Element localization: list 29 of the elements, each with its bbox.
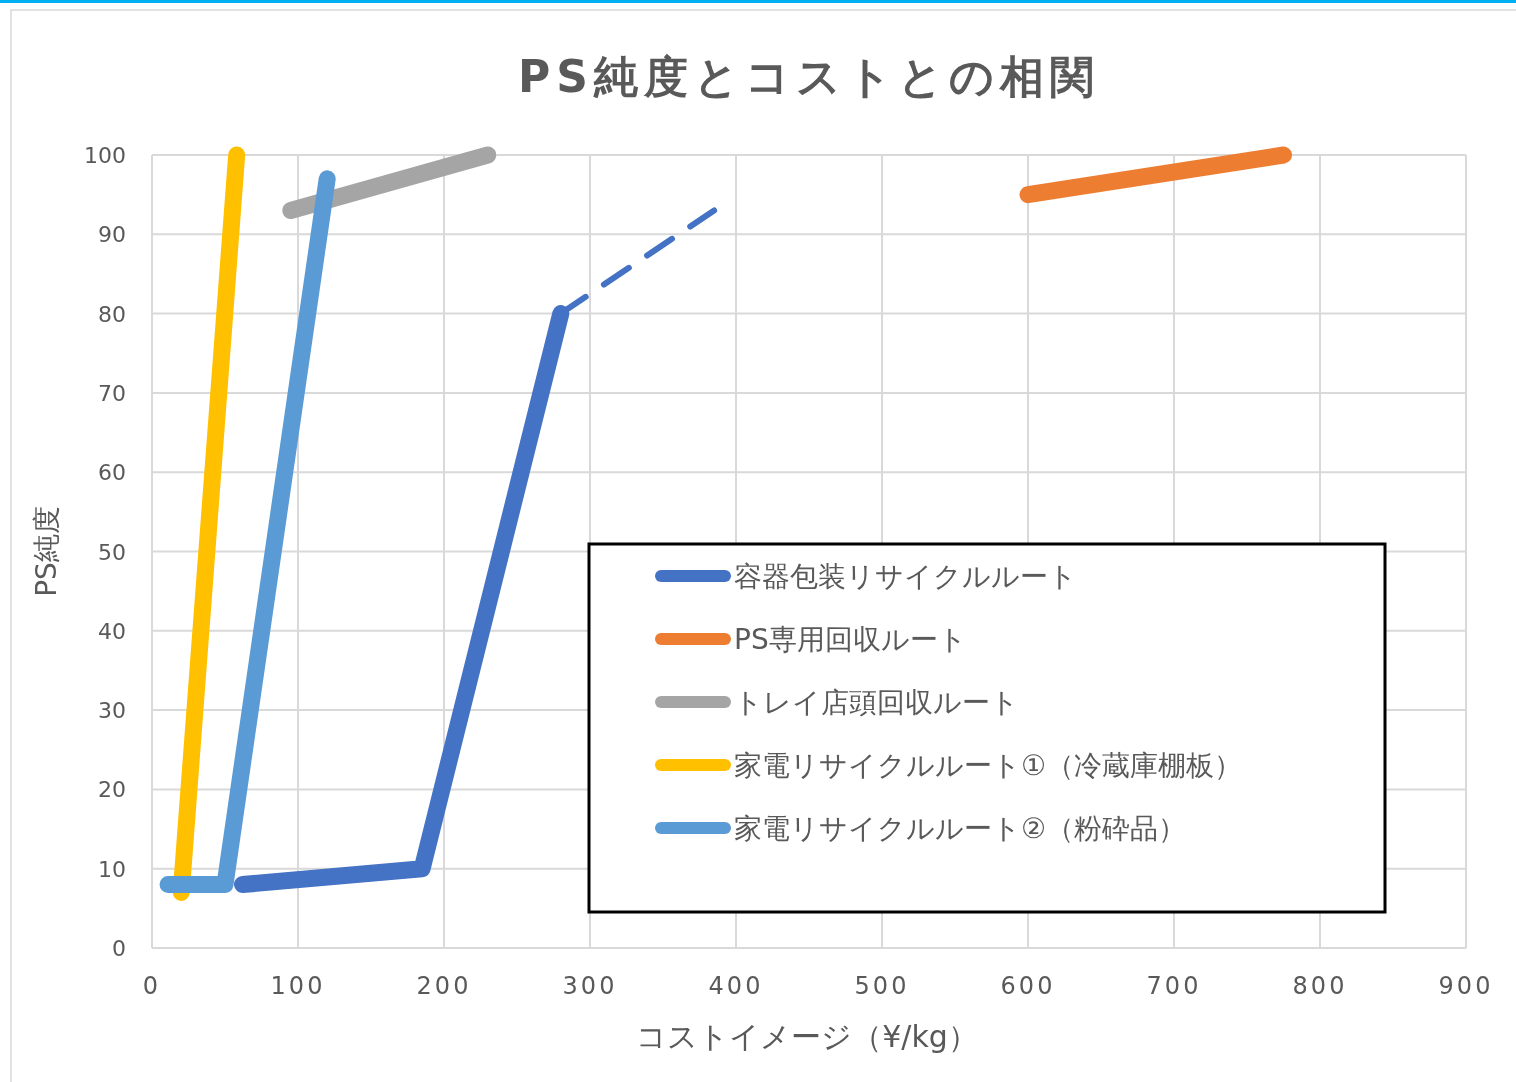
x-tick-label: 500 bbox=[854, 972, 910, 1000]
x-axis-title: コストイメージ（¥/kg） bbox=[636, 1019, 978, 1054]
legend-label: トレイ店頭回収ルート bbox=[734, 686, 1019, 719]
y-tick-label: 30 bbox=[98, 698, 126, 724]
legend-label: 容器包装リサイクルルート bbox=[734, 560, 1077, 593]
y-tick-label: 50 bbox=[98, 539, 126, 565]
x-tick-label: 200 bbox=[416, 972, 472, 1000]
x-tick-label: 600 bbox=[1000, 972, 1056, 1000]
y-tick-label: 100 bbox=[84, 143, 126, 168]
x-tick-label: 100 bbox=[270, 972, 326, 1000]
y-tick-label: 70 bbox=[98, 380, 126, 406]
x-tick-label: 300 bbox=[562, 972, 618, 1000]
y-tick-label: 20 bbox=[98, 777, 126, 803]
x-tick-label: 0 bbox=[142, 972, 162, 1000]
legend-label: 家電リサイクルルート①（冷蔵庫棚板） bbox=[734, 749, 1243, 782]
y-axis-title: PS純度 bbox=[30, 506, 63, 597]
y-tick-label: 40 bbox=[98, 618, 126, 644]
y-tick-label: 0 bbox=[112, 936, 126, 961]
y-tick-label: 60 bbox=[98, 460, 126, 486]
y-tick-label: 80 bbox=[98, 301, 126, 327]
chart-title: PS純度とコストとの相関 bbox=[518, 51, 1100, 102]
x-tick-label: 900 bbox=[1438, 972, 1494, 1000]
y-tick-label: 90 bbox=[98, 222, 126, 248]
x-tick-label: 400 bbox=[708, 972, 764, 1000]
y-tick-label: 10 bbox=[98, 856, 126, 882]
legend-label: PS専用回収ルート bbox=[734, 623, 967, 656]
legend-label: 家電リサイクルルート②（粉砕品） bbox=[734, 812, 1187, 845]
x-tick-label: 700 bbox=[1146, 972, 1202, 1000]
x-tick-label: 800 bbox=[1292, 972, 1348, 1000]
